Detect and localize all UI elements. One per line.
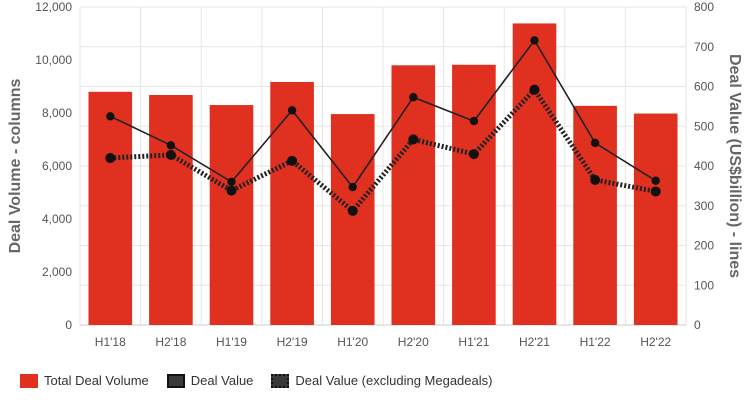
bar [452, 64, 496, 326]
x-tick-label: H2'21 [519, 335, 550, 349]
legend-swatch-bar [20, 373, 38, 388]
deal-value-point [590, 138, 600, 148]
deal-value-point [287, 106, 297, 115]
bar [209, 105, 254, 325]
y-right-tick-label: 400 [694, 159, 714, 173]
y-right-tick-label: 700 [694, 40, 714, 54]
deal-value-excluding-megadeals-point [287, 155, 298, 166]
y-left-tick-label: 0 [65, 318, 72, 332]
deal-value-excluding-megadeals-line [110, 85, 657, 215]
y-left-tick-label: 6,000 [42, 159, 72, 173]
y-axis-left-title: Deal Volume - columns [7, 78, 24, 253]
deal-value-excluding-megadeals-point [226, 185, 237, 196]
deal-value-excluding-megadeals-point [165, 149, 176, 160]
y-right-tick-label: 200 [694, 239, 714, 253]
bar [391, 65, 436, 326]
bar [512, 23, 557, 326]
y-right-tick-label: 300 [694, 199, 714, 213]
bar [270, 81, 314, 326]
x-tick-label: H2'20 [398, 335, 429, 349]
y-left-tick-label: 12,000 [35, 0, 72, 14]
deal-value-point [166, 141, 176, 150]
deal-value-excluding-megadeals-point [105, 153, 116, 164]
legend-swatch-dotted [271, 373, 290, 388]
x-tick-label: H1'21 [458, 335, 489, 349]
y-left-tick-label: 2,000 [42, 265, 72, 279]
legend: Total Deal Volume Deal Value Deal Value … [20, 373, 510, 388]
x-tick-label: H1'18 [95, 335, 126, 349]
deal-value-excluding-megadeals-point [347, 205, 358, 216]
deal-value-excluding-megadeals-point [468, 149, 479, 160]
bar [573, 105, 617, 325]
deal-value-excluding-megadeals-point [590, 174, 601, 185]
deal-value-point [530, 36, 539, 45]
y-left-tick-label: 10,000 [35, 53, 72, 67]
legend-label-deal-value: Deal Value [190, 373, 254, 388]
deal-value-point [348, 182, 357, 192]
deal-value-point [227, 177, 236, 187]
x-tick-label: H1'22 [580, 335, 611, 349]
legend-label-deal-value-excluding-megadeals: Deal Value (excluding Megadeals) [295, 373, 493, 388]
bar [330, 114, 375, 325]
bar [88, 91, 133, 325]
x-tick-label: H2'19 [277, 335, 308, 349]
line-series [105, 36, 661, 216]
y-left-tick-label: 4,000 [42, 212, 72, 226]
legend-item-deal-value[interactable]: Deal Value [166, 373, 254, 388]
bar-series-total-deal-volume [88, 23, 678, 326]
y-right-tick-label: 800 [694, 0, 714, 14]
y-right-tick-label: 600 [694, 80, 714, 94]
legend-item-deal-value-excluding-megadeals[interactable]: Deal Value (excluding Megadeals) [271, 373, 492, 388]
deal-value-excluding-megadeals-point [529, 84, 540, 95]
deal-value-excluding-megadeals-point [650, 186, 661, 197]
y-left-tick-label: 8,000 [42, 106, 72, 120]
axis-ticks: 0 2,000 4,000 6,000 8,000 10,000 12,000 0 100 200… [35, 0, 714, 349]
bar [149, 94, 193, 325]
x-tick-label: H1'19 [216, 335, 247, 349]
deal-value-point [106, 112, 115, 121]
y-axis-right-title: Deal Value (US$billion) - lines [726, 54, 743, 278]
deal-value-line [109, 38, 657, 189]
bar [633, 113, 678, 325]
y-right-tick-label: 500 [694, 119, 714, 133]
y-right-tick-label: 100 [694, 278, 714, 292]
deal-value-point [409, 93, 418, 102]
deal-value-point [651, 176, 660, 185]
deal-value-excluding-megadeals-point [408, 134, 419, 145]
legend-swatch-line [166, 373, 185, 388]
y-right-tick-label: 0 [694, 318, 701, 332]
x-tick-label: H2'18 [155, 335, 186, 349]
x-tick-label: H1'20 [337, 335, 368, 349]
deal-value-point [469, 116, 479, 126]
legend-item-total-deal-volume[interactable]: Total Deal Volume [20, 373, 149, 388]
x-tick-label: H2'22 [640, 335, 671, 349]
legend-label-total-deal-volume: Total Deal Volume [44, 373, 149, 388]
